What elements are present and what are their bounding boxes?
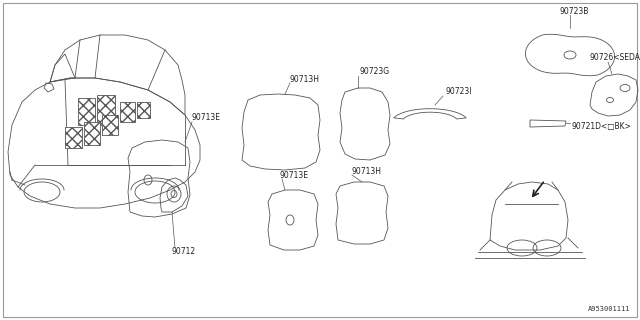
Polygon shape (65, 127, 82, 148)
Text: 90723G: 90723G (360, 68, 390, 76)
Text: A953001111: A953001111 (588, 306, 630, 312)
Polygon shape (97, 95, 115, 125)
Text: 90713E: 90713E (192, 114, 221, 123)
Text: 90723B: 90723B (560, 7, 589, 17)
Text: 90712: 90712 (172, 247, 196, 257)
Polygon shape (78, 98, 95, 125)
Polygon shape (102, 115, 118, 135)
Text: 90726<SEDAN>: 90726<SEDAN> (590, 53, 640, 62)
Text: 90713H: 90713H (352, 167, 382, 177)
Polygon shape (120, 102, 135, 122)
Text: 90713E: 90713E (280, 171, 309, 180)
Text: 90721D<□BK>: 90721D<□BK> (572, 122, 632, 131)
Polygon shape (137, 102, 150, 118)
Polygon shape (84, 122, 100, 145)
Text: 90713H: 90713H (290, 76, 320, 84)
Text: 90723I: 90723I (445, 87, 472, 97)
